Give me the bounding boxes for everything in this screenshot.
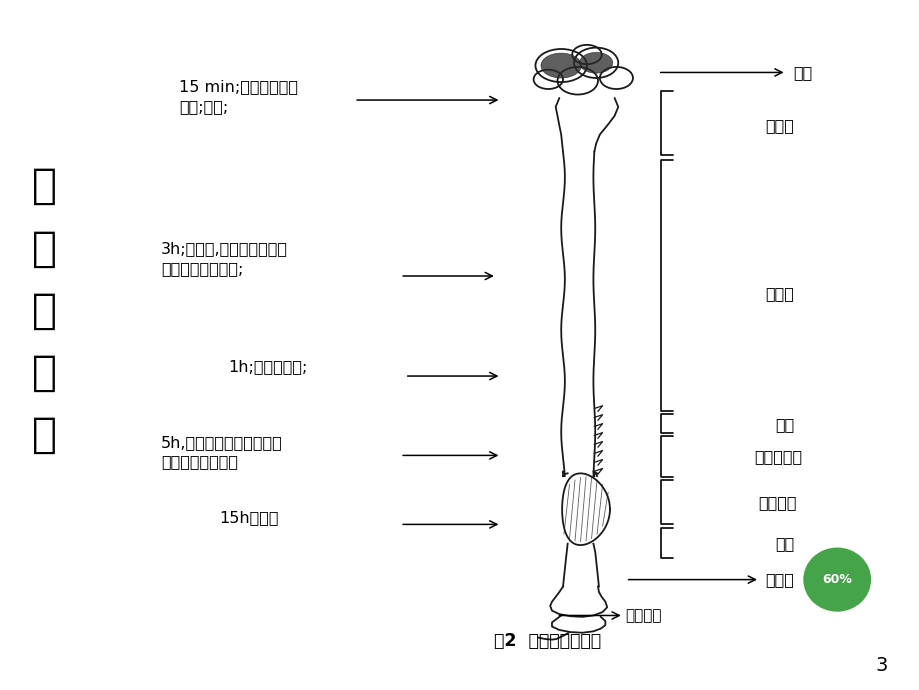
Text: 卵巢: 卵巢: [792, 65, 811, 80]
Text: 膨大部: 膨大部: [765, 286, 793, 301]
Text: 漏斗部: 漏斗部: [765, 118, 793, 133]
Ellipse shape: [540, 53, 581, 78]
Text: 鸡: 鸡: [31, 166, 57, 207]
Text: 15h；蛋壳: 15h；蛋壳: [219, 511, 278, 526]
Text: 蛋壳腺囊: 蛋壳腺囊: [757, 495, 796, 510]
Text: 峡部: 峡部: [775, 417, 794, 432]
Text: 泄殖腔口: 泄殖腔口: [625, 608, 662, 623]
Text: 的: 的: [31, 290, 57, 331]
Ellipse shape: [579, 52, 612, 73]
Text: 形: 形: [31, 352, 57, 393]
Text: 1h;内、外壳膜;: 1h;内、外壳膜;: [228, 359, 307, 374]
Text: 阴道: 阴道: [775, 536, 794, 551]
Text: 成: 成: [31, 414, 57, 455]
Text: 15 min;卵黄膜和卵黄
系带;受精;: 15 min;卵黄膜和卵黄 系带;受精;: [179, 79, 298, 114]
Ellipse shape: [801, 546, 871, 613]
Text: 60%: 60%: [822, 573, 851, 586]
Text: 图2  母鸡的生殖系统: 图2 母鸡的生殖系统: [494, 632, 600, 650]
Text: 蛋: 蛋: [31, 228, 57, 269]
Text: 5h,水分，电解质进入蛋白
质；乳头状核心；: 5h,水分，电解质进入蛋白 质；乳头状核心；: [161, 435, 282, 469]
Text: 泄殖腔: 泄殖腔: [765, 572, 793, 587]
Text: 3: 3: [875, 656, 887, 675]
Text: 管状蛋壳腺: 管状蛋壳腺: [754, 449, 801, 464]
Text: 3h;蛋白层,此后为形成蛋壳
膜和蛋壳做好准备;: 3h;蛋白层,此后为形成蛋壳 膜和蛋壳做好准备;: [161, 241, 288, 276]
